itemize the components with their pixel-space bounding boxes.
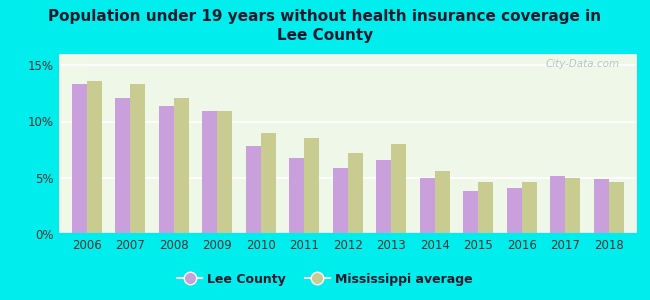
Text: Population under 19 years without health insurance coverage in
Lee County: Population under 19 years without health… [49,9,601,43]
Bar [86,81,102,234]
Bar [435,171,450,234]
Bar [333,168,348,234]
Bar [550,176,566,234]
Bar [115,98,130,234]
Bar [174,98,189,234]
Bar [130,84,146,234]
Bar [463,191,478,234]
Bar [609,182,624,234]
Bar [566,178,580,234]
Bar [522,182,537,234]
Bar [202,111,217,234]
Bar [261,133,276,234]
Bar [348,153,363,234]
Legend: Lee County, Mississippi average: Lee County, Mississippi average [172,268,478,291]
Text: City-Data.com: City-Data.com [545,59,619,69]
Bar [506,188,522,234]
Bar [159,106,174,234]
Bar [289,158,304,234]
Bar [419,178,435,234]
Bar [72,84,86,234]
Bar [376,160,391,234]
Bar [478,182,493,234]
Bar [217,111,233,234]
Bar [304,138,320,234]
Bar [246,146,261,234]
Bar [593,179,609,234]
Bar [391,144,406,234]
